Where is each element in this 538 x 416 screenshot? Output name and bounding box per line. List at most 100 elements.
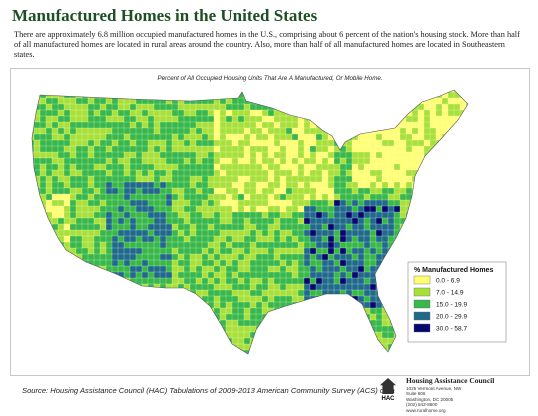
county-cell xyxy=(393,139,401,147)
county-cell xyxy=(195,205,203,213)
county-cell xyxy=(357,199,365,207)
county-cell xyxy=(339,241,347,249)
county-cell xyxy=(327,253,335,261)
county-cell xyxy=(291,241,299,249)
county-cell xyxy=(345,265,353,273)
county-cell xyxy=(153,259,161,267)
county-cell xyxy=(129,169,137,177)
county-cell xyxy=(261,235,269,243)
county-cell xyxy=(297,265,305,273)
county-cell xyxy=(261,127,269,135)
county-cell xyxy=(87,115,95,123)
county-cell xyxy=(69,199,77,207)
county-cell xyxy=(237,337,245,345)
county-cell xyxy=(87,145,95,153)
county-cell xyxy=(195,277,203,285)
county-cell xyxy=(63,205,71,213)
county-cell xyxy=(315,211,323,219)
county-cell xyxy=(429,121,437,129)
county-cell xyxy=(255,163,263,171)
county-cell xyxy=(405,151,413,159)
county-cell xyxy=(243,307,251,315)
county-cell xyxy=(195,283,203,291)
county-cell xyxy=(237,97,245,105)
county-cell xyxy=(363,169,371,177)
county-cell xyxy=(159,181,167,189)
county-cell xyxy=(237,253,245,261)
county-cell xyxy=(69,211,77,219)
county-cell xyxy=(345,157,353,165)
county-cell xyxy=(399,139,407,147)
county-cell xyxy=(297,283,305,291)
county-cell xyxy=(57,133,65,141)
county-cell xyxy=(387,163,395,171)
county-cell xyxy=(189,151,197,159)
county-cell xyxy=(135,271,143,279)
county-cell xyxy=(57,175,65,183)
county-cell xyxy=(81,121,89,129)
county-cell xyxy=(93,163,101,171)
county-cell xyxy=(105,223,113,231)
county-cell xyxy=(105,139,113,147)
county-cell xyxy=(279,175,287,183)
county-cell xyxy=(147,187,155,195)
county-cell xyxy=(351,193,359,201)
county-cell xyxy=(45,205,53,213)
county-cell xyxy=(87,121,95,129)
county-cell xyxy=(111,193,119,201)
county-cell xyxy=(57,103,65,111)
county-cell xyxy=(195,253,203,261)
county-cell xyxy=(153,193,161,201)
county-cell xyxy=(189,229,197,237)
county-cell xyxy=(69,115,77,123)
county-cell xyxy=(105,205,113,213)
county-cell xyxy=(411,121,419,129)
county-cell xyxy=(273,253,281,261)
county-cell xyxy=(171,133,179,141)
county-cell xyxy=(357,277,365,285)
county-cell xyxy=(183,199,191,207)
county-cell xyxy=(171,187,179,195)
county-cell xyxy=(321,229,329,237)
county-cell xyxy=(273,133,281,141)
county-cell xyxy=(87,211,95,219)
county-cell xyxy=(63,109,71,117)
county-cell xyxy=(123,109,131,117)
county-cell xyxy=(117,109,125,117)
county-cell xyxy=(123,115,131,123)
county-cell xyxy=(237,115,245,123)
county-cell xyxy=(189,271,197,279)
county-cell xyxy=(75,115,83,123)
county-cell xyxy=(165,115,173,123)
county-cell xyxy=(243,127,251,135)
county-cell xyxy=(207,283,215,291)
county-cell xyxy=(141,241,149,249)
county-cell xyxy=(231,139,239,147)
county-cell xyxy=(183,265,191,273)
county-cell xyxy=(219,175,227,183)
county-cell xyxy=(171,163,179,171)
county-cell xyxy=(393,175,401,183)
county-cell xyxy=(231,115,239,123)
county-cell xyxy=(237,331,245,339)
county-cell xyxy=(303,163,311,171)
county-cell xyxy=(219,193,227,201)
county-cell xyxy=(159,235,167,243)
county-cell xyxy=(171,145,179,153)
county-cell xyxy=(315,199,323,207)
county-cell xyxy=(237,223,245,231)
county-cell xyxy=(249,151,257,159)
county-cell xyxy=(153,151,161,159)
county-cell xyxy=(171,151,179,159)
county-cell xyxy=(363,193,371,201)
county-cell xyxy=(63,115,71,123)
county-cell xyxy=(291,169,299,177)
county-cell xyxy=(219,265,227,273)
county-cell xyxy=(51,103,59,111)
county-cell xyxy=(381,157,389,165)
county-cell xyxy=(99,145,107,153)
county-cell xyxy=(273,265,281,273)
county-cell xyxy=(399,175,407,183)
county-cell xyxy=(207,151,215,159)
county-cell xyxy=(345,193,353,201)
